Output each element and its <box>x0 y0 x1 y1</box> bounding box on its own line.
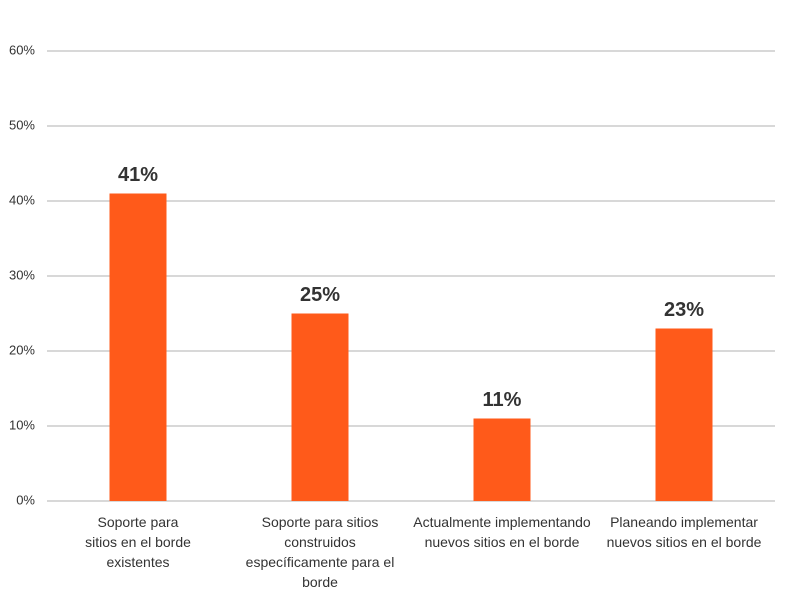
value-label: 25% <box>300 284 340 306</box>
bar <box>109 193 167 501</box>
y-tick-label: 30% <box>9 267 35 282</box>
y-tick-label: 50% <box>9 117 35 132</box>
bar <box>655 328 713 501</box>
y-tick-label: 40% <box>9 192 35 207</box>
bar <box>473 418 531 501</box>
bar <box>291 313 349 501</box>
x-tick-label: Soporte para sitios en el borde existent… <box>85 514 191 570</box>
value-label: 11% <box>483 389 522 411</box>
y-tick-label: 20% <box>9 342 35 357</box>
x-tick-label: Soporte para sitios construidos específi… <box>245 514 395 590</box>
x-tick-label: Actualmente implementando nuevos sitios … <box>413 514 591 550</box>
value-label: 41% <box>118 164 158 186</box>
y-tick-label: 10% <box>9 417 35 432</box>
x-tick-label: Planeando implementar nuevos sitios en e… <box>606 514 762 550</box>
y-tick-label: 60% <box>9 42 35 57</box>
value-label: 23% <box>664 299 704 321</box>
y-tick-label: 0% <box>16 492 35 507</box>
